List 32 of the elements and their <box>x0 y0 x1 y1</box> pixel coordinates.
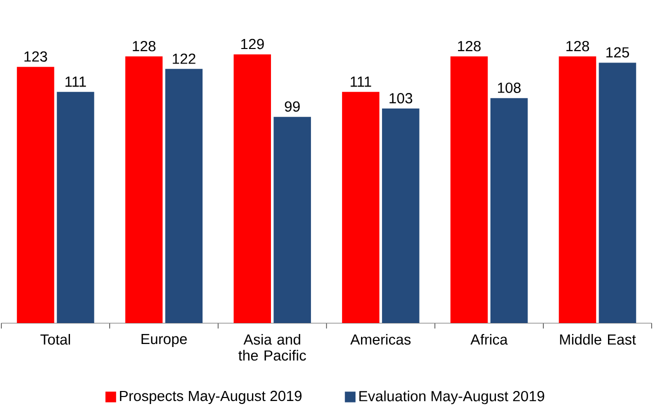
data-label: 103 <box>390 93 412 104</box>
data-label: 122 <box>172 54 196 64</box>
bar <box>56 92 94 324</box>
data-label: 111 <box>66 76 86 87</box>
x-tick-label: Africa <box>470 334 508 345</box>
data-label: 108 <box>498 82 521 94</box>
data-label: 128 <box>566 41 590 52</box>
data-label: 128 <box>458 41 481 52</box>
data-label: 111 <box>350 76 372 87</box>
bar <box>234 54 271 324</box>
bar <box>274 116 311 324</box>
bar <box>382 108 420 324</box>
x-tick-label: Asia and the Pacific <box>238 334 306 361</box>
bar <box>125 56 163 324</box>
bar <box>450 56 488 324</box>
bar <box>342 92 380 324</box>
data-label: 99 <box>284 101 300 112</box>
x-tick-label: Total <box>40 334 70 345</box>
bar <box>165 69 203 324</box>
data-label: 128 <box>132 41 156 52</box>
bar <box>16 66 54 324</box>
x-tick-label: Europe <box>142 334 187 348</box>
data-label: 129 <box>241 38 264 50</box>
bar <box>490 98 528 324</box>
data-label: 123 <box>24 51 48 62</box>
data-label: 125 <box>606 47 630 58</box>
legend-label: Prospects May-August 2019 <box>120 390 302 404</box>
x-tick-label: Americas <box>350 334 411 345</box>
legend-label: Evaluation May-August 2019 <box>359 390 544 404</box>
x-tick-label: Middle East <box>560 334 636 345</box>
bar <box>558 56 596 324</box>
bar <box>598 62 636 324</box>
